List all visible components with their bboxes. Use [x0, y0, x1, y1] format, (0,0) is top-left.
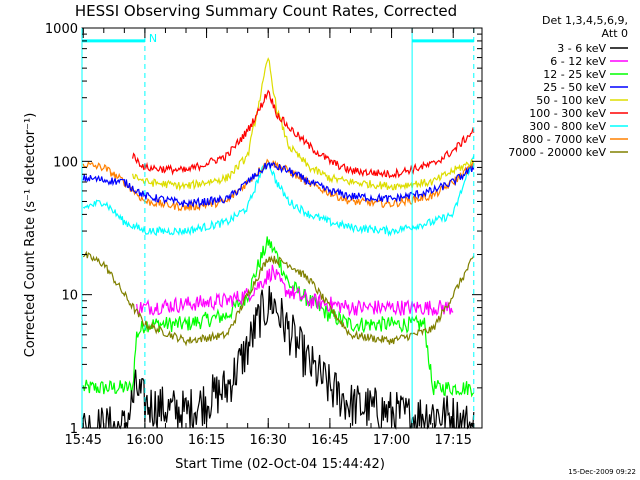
legend-entry-label: 25 - 50 keV	[543, 81, 606, 94]
series-layer	[82, 57, 475, 430]
x-tick-label: 16:00	[126, 433, 163, 448]
x-tick-label: 16:30	[249, 433, 286, 448]
night-markers: N	[81, 28, 475, 428]
legend-entry-label: 100 - 300 keV	[529, 107, 606, 120]
x-tick-label: 17:00	[373, 433, 410, 448]
series-line	[82, 161, 475, 209]
y-tick-label: 100	[53, 155, 78, 170]
x-tick-label: 16:15	[188, 433, 225, 448]
series-line	[132, 57, 475, 192]
x-axis-ticks: 15:45 16:00 16:15 16:30 16:45 17:00 17:15	[64, 28, 475, 448]
series-line	[136, 264, 454, 317]
series-line	[132, 89, 475, 179]
timestamp: 15-Dec-2009 09:22	[568, 468, 636, 476]
annotation-label: N	[149, 32, 157, 45]
x-axis-label: Start Time (02-Oct-04 15:44:42)	[175, 457, 385, 472]
y-axis-label: Corrected Count Rate (s⁻¹ detector⁻¹)	[23, 113, 38, 358]
legend-entry-label: 50 - 100 keV	[536, 94, 606, 107]
legend-entry-label: 12 - 25 keV	[543, 68, 606, 81]
x-tick-label: 17:15	[434, 433, 471, 448]
legend-entry-label: 300 - 800 keV	[529, 120, 606, 133]
legend-entry-label: 800 - 7000 keV	[522, 133, 606, 146]
x-tick-label: 16:45	[311, 433, 348, 448]
legend-header: Det 1,3,4,5,6,9,	[542, 14, 628, 27]
legend-entry-label: 3 - 6 keV	[557, 42, 606, 55]
legend-entry-label: 7000 - 20000 keV	[508, 146, 606, 159]
chart-title: HESSI Observing Summary Count Rates, Cor…	[75, 2, 457, 20]
x-tick-label: 15:45	[64, 433, 101, 448]
series-line	[82, 285, 475, 430]
series-line	[82, 155, 475, 237]
y-tick-label: 1	[70, 422, 78, 437]
legend-header: Att 0	[602, 27, 628, 40]
y-tick-label: 1000	[45, 22, 78, 37]
series-line	[82, 250, 475, 347]
legend-entry-label: 6 - 12 keV	[550, 55, 606, 68]
y-tick-label: 10	[61, 289, 78, 304]
